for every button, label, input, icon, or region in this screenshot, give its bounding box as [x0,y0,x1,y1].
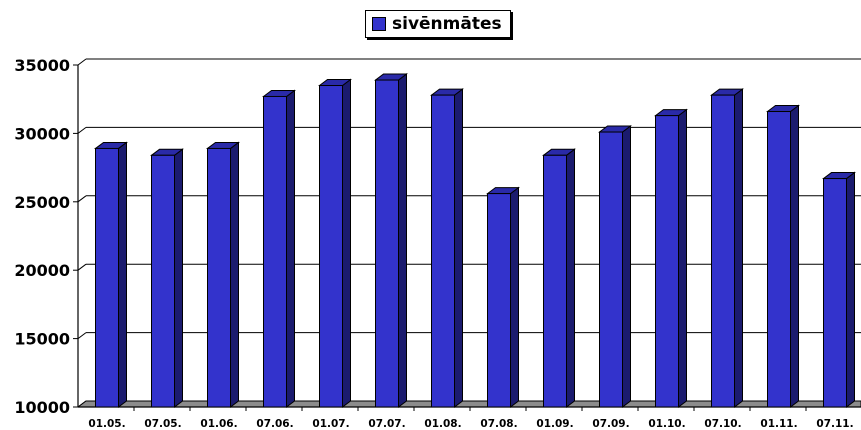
bar-front [207,147,231,408]
bar-front [375,79,399,408]
x-tick-label: 01.11. [760,418,797,430]
bar-side [174,148,183,408]
gridline-depth [77,127,87,134]
bar-side [790,104,799,408]
bar-front [767,111,791,408]
bar-front [599,131,623,408]
bar [710,88,744,408]
y-tick-label: 20000 [14,261,70,280]
bar-front [431,94,455,408]
bar-side [846,171,855,408]
bar-side [454,88,463,408]
x-tick-label: 01.08. [424,418,461,430]
y-tick-label: 10000 [14,398,70,417]
x-tick-label: 07.08. [480,418,517,430]
legend-label: sivēnmātes [392,14,502,34]
legend-swatch [372,17,386,31]
bar-side [510,186,519,408]
x-tick-label: 01.07. [312,418,349,430]
bar-front [487,193,511,408]
bar [766,104,800,408]
bar [542,148,576,408]
chart-floor [76,400,861,408]
bar-front [655,115,679,408]
x-tick-label: 01.05. [88,418,125,430]
bar-side [230,141,239,408]
x-tick-label: 07.10. [704,418,741,430]
bar-front [543,154,567,408]
bar [822,171,856,408]
bar [206,141,240,408]
x-tick-label: 07.07. [368,418,405,430]
bar [374,73,408,408]
bar-side [118,141,127,408]
bar-front [95,147,119,408]
bar-side [622,125,631,408]
x-tick-label: 07.09. [592,418,629,430]
bar-side [678,108,687,408]
y-tick-label: 15000 [14,330,70,349]
bar-side [286,89,295,408]
bar [598,125,632,408]
bar [430,88,464,408]
bar [262,89,296,408]
x-tick-label: 01.09. [536,418,573,430]
bar-side [342,78,351,408]
y-tick-label: 35000 [14,56,70,75]
bar-front [319,85,343,408]
x-tick-label: 07.06. [256,418,293,430]
gridline-depth [77,263,87,271]
bar-front [263,95,287,408]
bar-front [823,178,847,408]
gridline-depth [77,195,87,203]
bar [654,108,688,408]
bar [94,141,128,408]
gridline-depth [77,58,87,66]
x-tick-label: 01.06. [200,418,237,430]
y-tick-label: 25000 [14,193,70,212]
bar-front [711,94,735,408]
x-tick-label: 01.10. [648,418,685,430]
x-tick-label: 07.05. [144,418,181,430]
gridline-depth [77,332,87,340]
bar-front [151,154,175,408]
bar-side [566,148,575,408]
bar-side [734,88,743,408]
bar [150,148,184,408]
bar [318,78,352,408]
legend: sivēnmātes [365,10,511,38]
x-tick-label: 07.11. [816,418,853,430]
bar [486,186,520,408]
y-tick-label: 30000 [14,124,70,143]
bar-side [398,73,407,408]
